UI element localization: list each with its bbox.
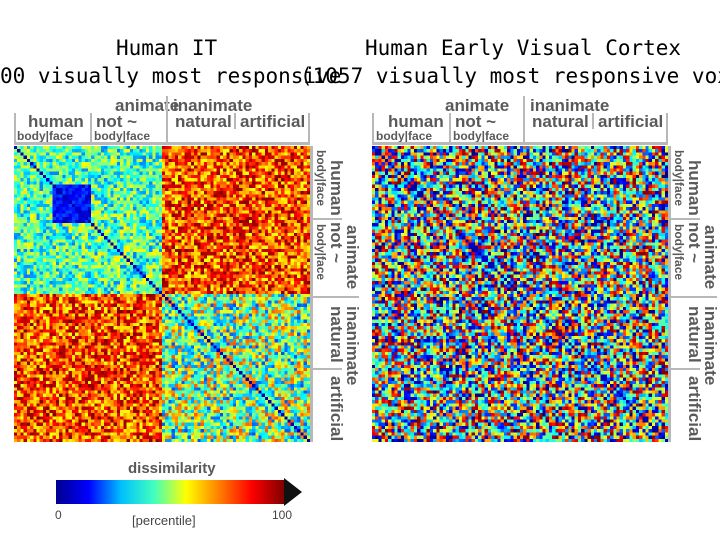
right-top-artificial: artificial bbox=[598, 112, 664, 131]
evc-dissimilarity-matrix bbox=[372, 146, 668, 442]
colorbar-title: dissimilarity bbox=[128, 460, 216, 477]
left-top-animate: animate bbox=[115, 96, 180, 115]
left-top-human: human bbox=[28, 112, 84, 131]
right-side-inanimate: inanimate bbox=[701, 306, 720, 386]
it-dissimilarity-matrix bbox=[14, 146, 310, 442]
left-top-not-human: not ~ bbox=[96, 112, 138, 131]
colorbar-unit-label: [percentile] bbox=[132, 513, 196, 528]
left-side-human: human bbox=[327, 160, 346, 216]
left-title: Human IT bbox=[116, 36, 218, 60]
right-side-bodyface-2: body|face bbox=[672, 224, 686, 281]
right-top-not-human: not ~ bbox=[455, 112, 497, 131]
left-side-animate: animate bbox=[343, 225, 362, 290]
left-side-inanimate: inanimate bbox=[343, 306, 362, 386]
right-title: Human Early Visual Cortex bbox=[365, 36, 682, 60]
right-top-inanimate: inanimate bbox=[530, 96, 610, 115]
colorbar-max-label: 100 bbox=[272, 508, 293, 522]
left-top-artificial: artificial bbox=[240, 112, 306, 131]
colorbar bbox=[56, 478, 302, 506]
right-side-bodyface-1: body|face bbox=[672, 150, 686, 207]
left-top-bodyface-2: body|face bbox=[94, 129, 151, 143]
left-subtitle: 00 visually most responsive voxels bbox=[0, 64, 355, 88]
right-top-animate: animate bbox=[445, 96, 510, 115]
right-side-artificial: artificial bbox=[685, 376, 704, 442]
right-top-bodyface-1: body|face bbox=[376, 129, 433, 143]
left-side-bodyface-2: body|face bbox=[314, 224, 328, 281]
right-top-human: human bbox=[388, 112, 444, 131]
left-top-bodyface-1: body|face bbox=[17, 129, 74, 143]
colorbar-min-label: 0 bbox=[55, 508, 62, 522]
right-top-natural: natural bbox=[532, 112, 589, 131]
left-side-bodyface-1: body|face bbox=[314, 150, 328, 207]
right-side-human: human bbox=[685, 160, 704, 216]
right-side-animate: animate bbox=[701, 225, 720, 290]
left-side-artificial: artificial bbox=[327, 376, 346, 442]
left-top-natural: natural bbox=[175, 112, 232, 131]
left-top-inanimate: inanimate bbox=[173, 96, 253, 115]
right-top-bodyface-2: body|face bbox=[453, 129, 510, 143]
right-subtitle: (1057 visually most responsive voxels) bbox=[300, 64, 720, 88]
